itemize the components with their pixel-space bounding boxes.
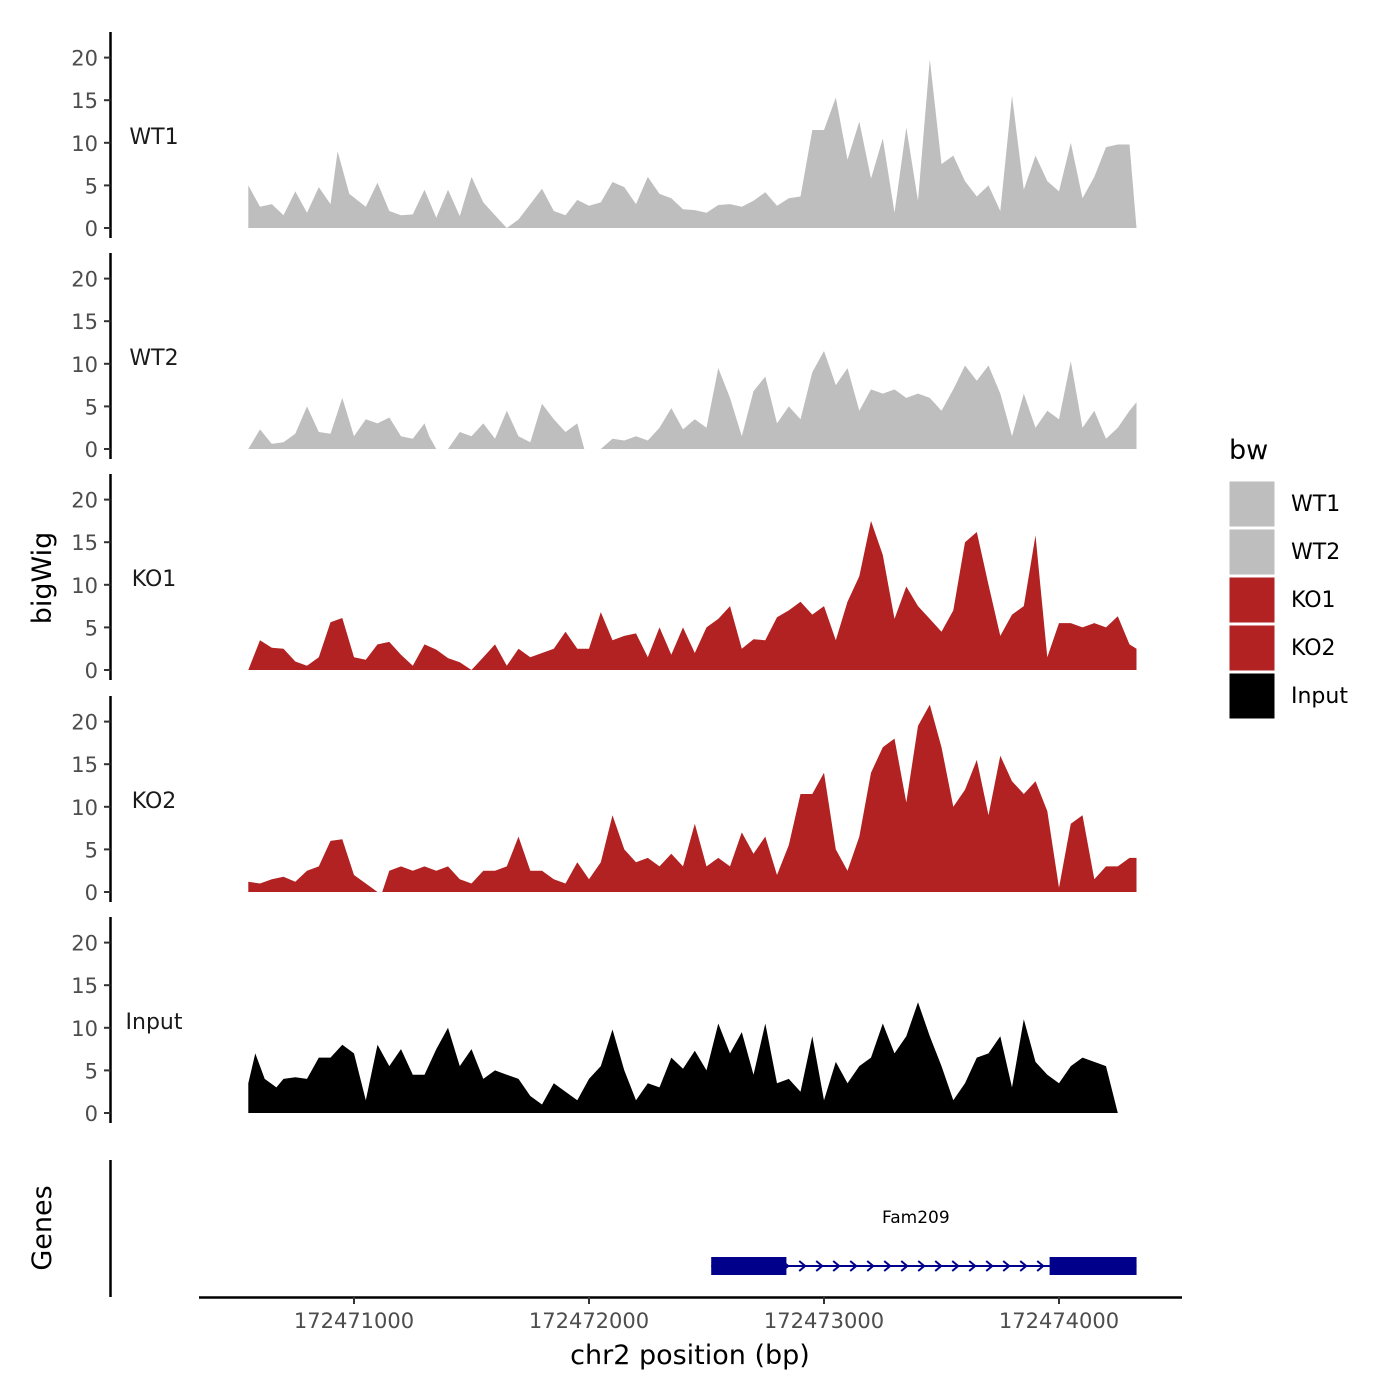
genes-panel: Genes Fam209 (27, 1160, 1137, 1297)
y-tick-label: 5 (85, 174, 98, 198)
track-ko2: 0 5 10 15 20 KO2 (71, 696, 1137, 905)
strand-arrow (798, 1260, 807, 1272)
coverage-area-ko2 (248, 704, 1137, 892)
strand-arrow (917, 1260, 926, 1272)
y-tick-label: 0 (85, 438, 98, 462)
y-tick-label: 5 (85, 1059, 98, 1083)
y-tick-label: 5 (85, 616, 98, 640)
y-tick-label: 0 (85, 1102, 98, 1126)
track-label: WT2 (129, 346, 178, 371)
track-label: WT1 (129, 125, 178, 150)
x-tick-label: 172471000 (294, 1309, 414, 1333)
y-tick-label: 5 (85, 838, 98, 862)
coverage-area-wt1 (248, 59, 1137, 228)
strand-arrow (934, 1260, 943, 1272)
gene-name-label: Fam209 (882, 1208, 950, 1228)
strand-arrow (968, 1260, 977, 1272)
track-label: KO1 (132, 567, 177, 592)
legend-item-input: Input (1228, 672, 1348, 720)
strand-arrow (951, 1260, 960, 1272)
legend-swatch (1228, 480, 1276, 528)
y-tick-label: 5 (85, 395, 98, 419)
track-label: KO2 (132, 789, 177, 814)
y-tick-label: 10 (71, 796, 98, 820)
strand-arrow (985, 1260, 994, 1272)
y-tick-label: 15 (71, 89, 98, 113)
strand-arrow (849, 1260, 858, 1272)
legend-item-ko2: KO2 (1228, 624, 1336, 672)
y-tick-label: 20 (71, 47, 98, 71)
legend-item-wt2: WT2 (1228, 528, 1340, 576)
track-wt1: 0 5 10 15 20 WT1 (71, 32, 1137, 241)
x-tick-label: 172472000 (529, 1309, 649, 1333)
y-axis-title: bigWig (27, 532, 58, 625)
coverage-area-input (248, 1002, 1137, 1113)
legend-label: WT1 (1291, 492, 1340, 517)
gene-models: Fam209 (711, 1208, 1137, 1275)
y-tick-label: 10 (71, 1017, 98, 1041)
legend-item-wt1: WT1 (1228, 480, 1340, 528)
track-label: Input (126, 1010, 183, 1035)
y-tick-label: 20 (71, 932, 98, 956)
legend-swatch (1228, 576, 1276, 624)
track-ko1: 0 5 10 15 20 KO1 (71, 474, 1137, 683)
gene-fam209: Fam209 (711, 1208, 1137, 1275)
y-tick-label: 20 (71, 711, 98, 735)
legend-label: Input (1291, 684, 1348, 709)
legend-swatch (1228, 528, 1276, 576)
x-tick-label: 172473000 (764, 1309, 884, 1333)
x-axis-title: chr2 position (bp) (570, 1340, 810, 1371)
x-axis: 172471000 172472000 172473000 172474000 chr… (199, 1296, 1182, 1371)
legend-label: KO2 (1291, 636, 1336, 661)
y-tick-label: 10 (71, 132, 98, 156)
coverage-area-ko1 (248, 520, 1137, 670)
track-wt2: 0 5 10 15 20 WT2 (71, 253, 1137, 462)
y-tick-label: 0 (85, 217, 98, 241)
strand-arrow (866, 1260, 875, 1272)
gene-exon (711, 1257, 787, 1275)
coverage-tracks: 0 5 10 15 20 WT1 0 5 10 15 20 WT2 0 5 10 15 20 KO1 0 5 10 15 2… (71, 32, 1137, 1126)
legend-title: bw (1229, 435, 1268, 466)
y-tick-label: 10 (71, 353, 98, 377)
y-tick-label: 0 (85, 881, 98, 905)
legend: bw WT1 WT2 KO1 KO2 Input (1228, 435, 1348, 720)
strand-arrow (832, 1260, 841, 1272)
x-tick-label: 172474000 (999, 1309, 1119, 1333)
y-tick-label: 0 (85, 659, 98, 683)
legend-item-ko1: KO1 (1228, 576, 1336, 624)
strand-arrow (1002, 1260, 1011, 1272)
strand-arrow (815, 1260, 824, 1272)
strand-arrow (1036, 1260, 1045, 1272)
y-tick-label: 15 (71, 531, 98, 555)
legend-label: WT2 (1291, 540, 1340, 565)
y-tick-label: 15 (71, 974, 98, 998)
strand-arrow (900, 1260, 909, 1272)
legend-label: KO1 (1291, 588, 1336, 613)
genes-panel-title: Genes (27, 1185, 58, 1270)
track-input: 0 5 10 15 20 Input (71, 917, 1137, 1126)
y-tick-label: 15 (71, 753, 98, 777)
legend-swatch (1228, 624, 1276, 672)
y-tick-label: 20 (71, 489, 98, 513)
y-tick-label: 10 (71, 574, 98, 598)
y-tick-label: 20 (71, 268, 98, 292)
coverage-area-wt2 (248, 351, 1137, 449)
gene-exon (1049, 1257, 1137, 1275)
strand-arrow (883, 1260, 892, 1272)
legend-swatch (1228, 672, 1276, 720)
y-tick-label: 15 (71, 310, 98, 334)
strand-arrow (1019, 1260, 1028, 1272)
